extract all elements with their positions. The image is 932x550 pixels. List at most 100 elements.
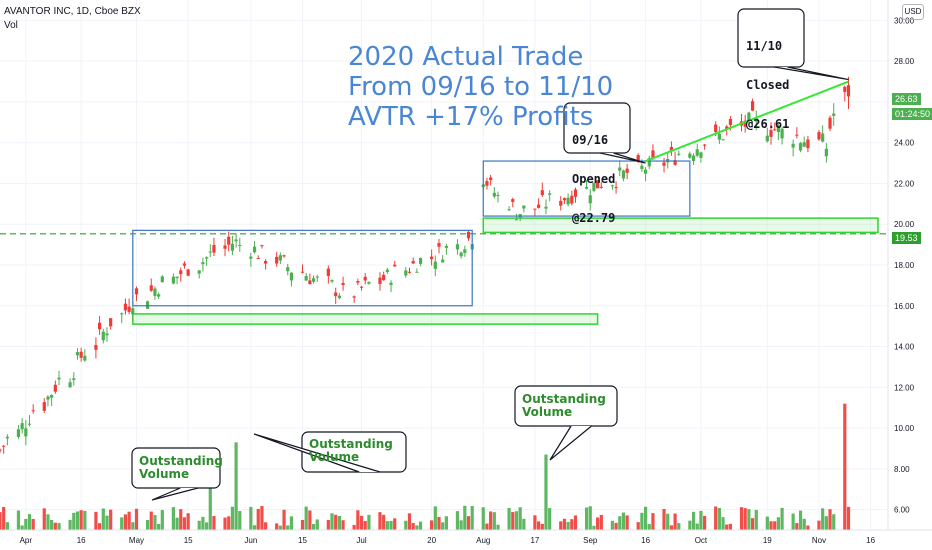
candle-body [179,270,183,275]
currency-badge[interactable]: USD [902,4,924,20]
volume-bar [466,516,471,530]
volume-bar [514,511,519,530]
price-tick-label: 12.00 [894,383,915,392]
candle-body [204,257,209,259]
candle-body [252,246,257,253]
volume-bar [57,523,61,530]
candle-body [352,296,356,298]
candle-body [828,117,832,129]
volume-bar [341,520,345,530]
volume-bar [249,506,253,530]
candle-body [725,126,729,129]
volume-callout-2-pointer [253,433,381,473]
candle-body [621,170,626,179]
volume-bar [315,519,319,530]
candle-body [53,384,57,392]
candle-body [647,158,651,167]
volume-bar [404,520,408,530]
volume-bar [636,522,640,530]
volume-bar [518,507,522,530]
candle-body [544,206,548,209]
volume-bar [75,511,80,530]
candle-body [153,288,157,296]
volume-bar [186,513,190,530]
volume-bar [459,520,463,530]
volume-bar [356,510,360,530]
candle-body [651,150,655,159]
volume-bar [691,511,696,530]
volume-bar [352,524,356,530]
candle-body [459,252,463,257]
candle-body [485,181,489,186]
candle-body [175,276,179,279]
candle-body [238,244,242,246]
candle-body [636,155,640,162]
candle-body [466,231,471,239]
volume-bar [175,517,179,530]
candle-body [566,197,570,205]
volume-bar [238,510,242,530]
volume-bar [378,512,382,530]
candle-body [120,313,124,315]
volume-bar [562,518,567,530]
candle-body [289,272,294,281]
price-tick-label: 30.00 [894,16,915,25]
time-tick-label: May [129,536,144,545]
candle-body [714,124,718,132]
price-tick-label: 14.00 [894,343,915,352]
time-tick-label: Jun [244,536,257,545]
volume-bar [98,523,102,530]
volume-bar [846,506,851,530]
volume-callout-3 [514,385,618,427]
volume-bar [677,523,681,530]
volume-bar [334,514,338,530]
volume-bar [728,523,733,530]
volume-bar [252,525,257,530]
volume-series [0,403,851,530]
candle-body [212,244,216,253]
candle-body [308,280,312,285]
volume-bar [795,523,799,530]
candle-body [46,396,50,400]
volume-bar [46,514,50,530]
volume-bar [666,513,670,530]
candle-body [127,306,131,312]
symbol-title: AVANTOR INC, 1D, Cboe BZX [4,6,141,17]
volume-bar [149,511,153,530]
volume-bar [101,508,105,530]
volume-bar [669,525,674,530]
close-callout-price: @26.61 [746,117,790,131]
candle-body [691,155,696,161]
candle-body [846,85,851,97]
volume-bar [160,510,164,530]
candle-body [326,268,330,276]
candle-body [754,117,758,122]
volume-bar [42,508,46,530]
candle-body [614,187,618,189]
headline-line3: AVTR +17% Profits [348,102,594,132]
candle-body [599,186,603,188]
candle-body [773,129,777,131]
volume-bar [16,510,21,530]
candle-body [356,281,360,283]
candle-body [433,261,437,269]
candle-body [688,153,692,158]
volume-bar [415,525,419,530]
candle-body [592,182,596,191]
volume-bar [212,515,216,530]
candle-body [699,152,703,158]
volume-bar [5,522,9,530]
volume-callout-text-3: Outstanding Volume [522,392,606,419]
volume-bar [640,512,644,530]
candle-body [134,288,139,295]
candle-body [496,195,500,197]
candle-body [149,285,153,291]
volume-bar [264,522,268,530]
volume-bar [120,517,124,530]
volume-bar [282,509,286,530]
trendline [645,80,849,162]
time-tick-label: Oct [695,536,708,545]
time-tick-label: 20 [427,536,436,545]
callout-shapes [131,8,849,501]
candle-body [407,271,412,273]
